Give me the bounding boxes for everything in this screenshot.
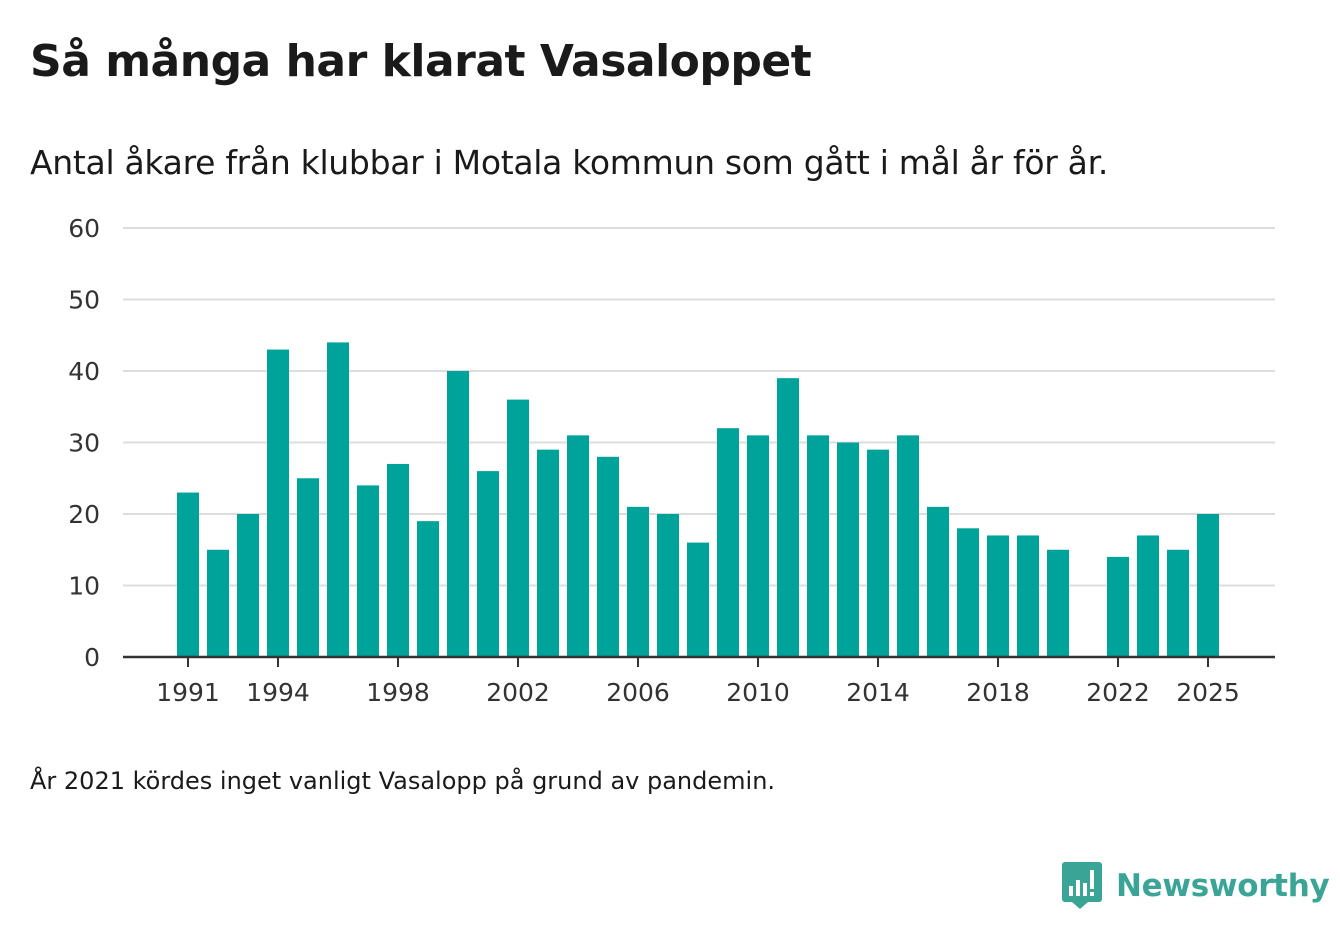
bar-2012 — [807, 435, 829, 657]
y-axis-ticks: 0 10 20 30 40 50 60 — [68, 214, 100, 672]
bar-1991 — [177, 492, 199, 657]
bar-1999 — [417, 521, 439, 657]
x-tick-label: 1994 — [246, 678, 310, 707]
bar-2018 — [987, 535, 1009, 657]
y-tick-label: 20 — [68, 500, 100, 529]
x-tick-label: 1991 — [156, 678, 220, 707]
x-tick-label: 2025 — [1176, 678, 1240, 707]
bar-2015 — [897, 435, 919, 657]
bar-2014 — [867, 449, 889, 657]
bar-2011 — [777, 378, 799, 657]
y-tick-label: 40 — [68, 357, 100, 386]
x-tick-label: 2010 — [726, 678, 790, 707]
newsworthy-logo-text: Newsworthy — [1116, 868, 1330, 904]
bar-2019 — [1017, 535, 1039, 657]
newsworthy-logo-icon — [1062, 862, 1102, 909]
bar-2025 — [1197, 514, 1219, 657]
x-tick-label: 2018 — [966, 678, 1030, 707]
bar-2016 — [927, 506, 949, 657]
y-tick-label: 60 — [68, 214, 100, 243]
bar-1993 — [237, 514, 259, 657]
chart-note: År 2021 kördes inget vanligt Vasalopp på… — [30, 767, 776, 795]
bar-2023 — [1137, 535, 1159, 657]
y-tick-label: 50 — [68, 286, 100, 315]
gridlines — [123, 227, 1275, 587]
chart-title: Så många har klarat Vasaloppet — [30, 36, 812, 87]
x-tick-label: 2006 — [606, 678, 670, 707]
bars — [177, 342, 1219, 657]
bar-2013 — [837, 442, 859, 657]
y-tick-label: 0 — [84, 643, 100, 672]
bar-2008 — [687, 542, 709, 657]
y-tick-label: 30 — [68, 429, 100, 458]
bar-2006 — [627, 506, 649, 657]
bar-2020 — [1047, 549, 1069, 657]
bar-2001 — [477, 471, 499, 657]
x-tick-label: 2022 — [1086, 678, 1150, 707]
x-axis-ticks: 1991 1994 1998 2002 2006 2010 2014 2018 2022 2025 — [156, 657, 1240, 707]
bar-2009 — [717, 428, 739, 657]
bar-2017 — [957, 528, 979, 657]
bar-1992 — [207, 549, 229, 657]
y-tick-label: 10 — [68, 572, 100, 601]
bar-1996 — [327, 342, 349, 657]
bar-2002 — [507, 399, 529, 657]
chart-subtitle: Antal åkare från klubbar i Motala kommun… — [30, 143, 1109, 182]
bar-2007 — [657, 514, 679, 657]
newsworthy-logo: Newsworthy — [1062, 862, 1330, 910]
bar-2004 — [567, 435, 589, 657]
bar-1995 — [297, 478, 319, 657]
x-tick-label: 2002 — [486, 678, 550, 707]
bar-2003 — [537, 449, 559, 657]
bar-2000 — [447, 371, 469, 657]
bar-2022 — [1107, 556, 1129, 657]
bar-1998 — [387, 463, 409, 657]
x-tick-label: 1998 — [366, 678, 430, 707]
bar-2005 — [597, 456, 619, 657]
bar-2024 — [1167, 549, 1189, 657]
x-tick-label: 2014 — [846, 678, 910, 707]
bar-1997 — [357, 485, 379, 657]
bar-2010 — [747, 435, 769, 657]
bar-1994 — [267, 349, 289, 657]
